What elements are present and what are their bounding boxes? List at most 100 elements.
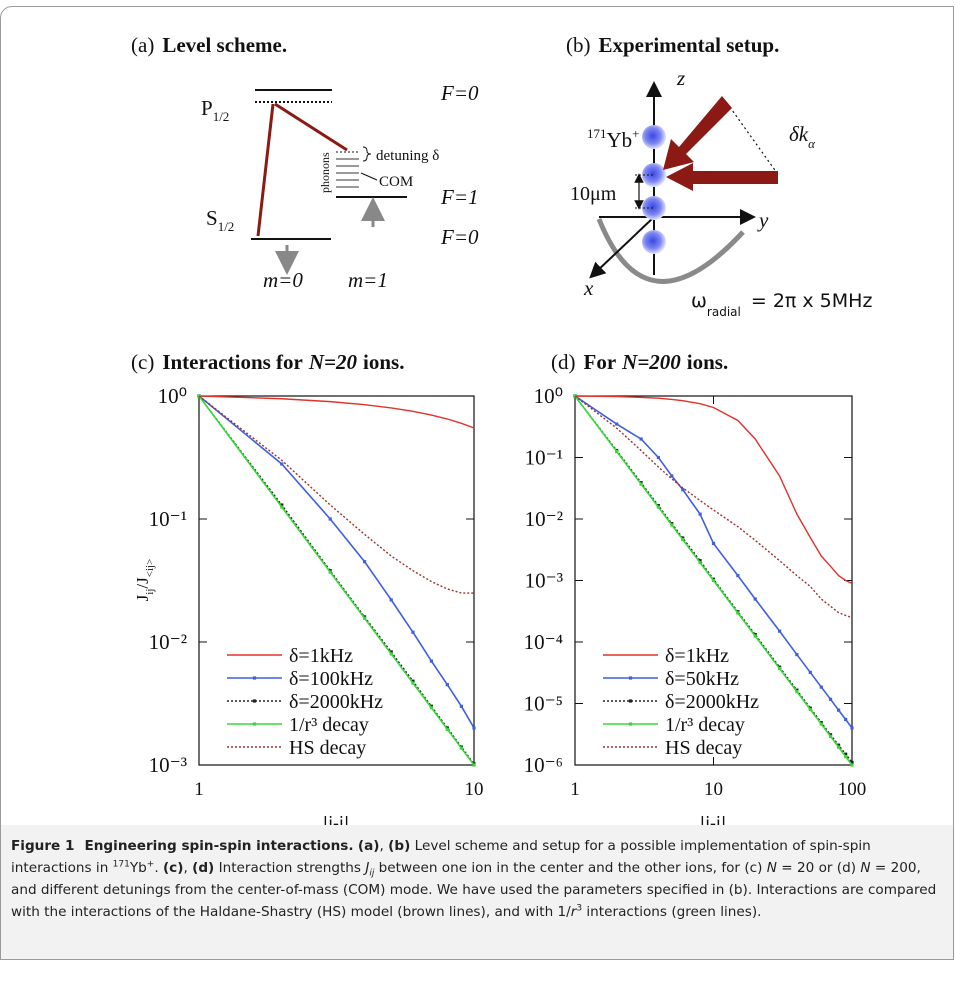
- series-line: [575, 395, 852, 729]
- level-subscript: 1/2: [213, 109, 230, 124]
- legend-marker: [628, 676, 633, 680]
- data-point: [411, 630, 415, 634]
- caption-text: = 200, and different detunings from the …: [11, 860, 937, 920]
- data-point: [389, 598, 393, 602]
- data-point: [459, 746, 464, 750]
- data-point: [753, 597, 757, 601]
- omega: ω: [691, 290, 707, 312]
- y-tick-label: 10⁻⁴: [524, 630, 563, 654]
- m-label: m=1: [348, 268, 388, 292]
- ion: [642, 230, 666, 254]
- k-label: δk: [789, 122, 809, 146]
- ion-label: 171Yb+: [587, 126, 640, 152]
- y-tick-label: 10⁰: [534, 384, 563, 408]
- com-label: COM: [379, 174, 413, 190]
- caption-sub: ij: [369, 868, 375, 879]
- y-axis-label: ij: [144, 589, 156, 595]
- legend-marker: [252, 699, 257, 703]
- data-point: [615, 449, 619, 454]
- level-label: S: [206, 206, 218, 230]
- series-line: [199, 395, 474, 594]
- panel-a: (a) Level scheme. P1/2 S1/2 detuning δ CO…: [131, 33, 479, 292]
- caption-ref: (c): [162, 860, 184, 876]
- legend-label: δ=50kHz: [665, 668, 739, 690]
- data-point: [795, 690, 799, 694]
- y-axis-label: Jij/J<ij>: [133, 559, 156, 602]
- series-line: [199, 395, 474, 765]
- data-point: [836, 745, 841, 749]
- y-axis-label: /J: [133, 577, 152, 589]
- chart: 10⁰ 10⁻¹ 10⁻² 10⁻³ 1 10 δ=1kHzδ=100kHzδ=2000kH…: [149, 384, 484, 800]
- axis-label: y: [757, 208, 769, 232]
- ion: [642, 163, 666, 187]
- caption-ref: (d): [192, 860, 215, 876]
- data-point: [828, 734, 833, 738]
- caption: Figure 1 Engineering spin-spin interactio…: [1, 825, 953, 959]
- trap-potential: [596, 218, 745, 284]
- x-axis-label: |i-j|: [322, 814, 349, 825]
- x-tick-label: 10: [465, 779, 484, 800]
- frequency-value: = 2π x 5MHz: [751, 290, 873, 312]
- data-point: [828, 697, 833, 701]
- data-point: [639, 437, 643, 441]
- data-point: [639, 482, 643, 486]
- phonon-levels: [336, 158, 359, 188]
- series-line: [575, 395, 852, 766]
- data-point: [472, 726, 476, 730]
- data-point: [844, 752, 848, 756]
- caption-text: between one ion in the center and the ot…: [374, 860, 767, 876]
- y-tick-label: 10⁻¹: [149, 507, 187, 531]
- chart-title: Interactions for: [162, 350, 303, 374]
- chart-title: ions.: [363, 350, 404, 374]
- legend-label: 1/r³ decay: [665, 714, 745, 736]
- data-point: [850, 726, 854, 730]
- data-point: [445, 683, 449, 687]
- y-tick-label: 10⁻²: [525, 507, 563, 531]
- data-point: [808, 707, 812, 712]
- legend-label: δ=2000kHz: [289, 691, 383, 713]
- data-point: [362, 616, 367, 620]
- axis-label: z: [676, 66, 685, 90]
- com-pointer: [360, 172, 378, 181]
- axis-label: x: [583, 276, 594, 300]
- panel-b: (b) Experimental setup. z y x 10μm 171Yb+…: [566, 33, 872, 319]
- caption-ref: (a): [357, 838, 380, 854]
- panel-label: (a) Level scheme.: [131, 33, 287, 57]
- ion-isotope: 171: [587, 126, 607, 141]
- y-tick-label: 10⁻³: [149, 753, 187, 777]
- data-point: [429, 706, 434, 710]
- data-point: [753, 634, 757, 638]
- x-axis: [589, 216, 655, 279]
- caption-sup: +: [146, 859, 155, 870]
- caption-title: Engineering spin-spin interactions.: [84, 838, 354, 854]
- data-point: [795, 652, 799, 657]
- f-label: F=0: [440, 81, 479, 105]
- data-point: [808, 670, 812, 675]
- omega-subscript: radial: [707, 305, 741, 319]
- data-point: [411, 679, 415, 683]
- panel-title: Level scheme.: [162, 33, 287, 57]
- laser-transition: [274, 102, 348, 152]
- data-point: [819, 685, 823, 689]
- data-point: [411, 681, 415, 685]
- laser-beam: [666, 163, 778, 191]
- y-tick-label: 10⁻¹: [525, 446, 563, 470]
- data-point: [698, 512, 702, 516]
- panel-label: (b) Experimental setup.: [566, 33, 779, 57]
- data-point: [280, 505, 284, 509]
- data-point: [656, 505, 660, 509]
- data-point: [836, 743, 841, 747]
- series-line: [575, 395, 852, 763]
- legend-marker: [628, 699, 633, 703]
- caption-text: ,: [183, 860, 193, 876]
- caption-text: = 20 or (d): [776, 860, 861, 876]
- legend-marker: [252, 722, 257, 726]
- y-tick-label: 10⁻²: [149, 630, 187, 654]
- series-line: [575, 395, 852, 619]
- legend-label: δ=1kHz: [665, 645, 729, 667]
- data-point: [459, 704, 464, 708]
- caption-ref: (b): [388, 838, 411, 854]
- k-subscript: α: [808, 136, 816, 151]
- series-line: [199, 395, 474, 729]
